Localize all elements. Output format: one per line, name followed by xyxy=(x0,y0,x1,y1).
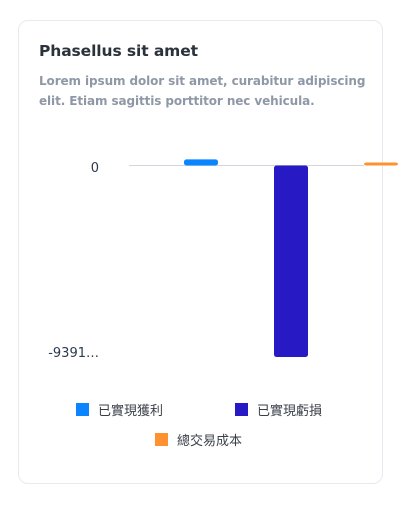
legend-label-realized-loss: 已實現虧損 xyxy=(257,403,322,419)
legend-swatch-realized-loss xyxy=(235,403,248,416)
legend-swatch-total-cost xyxy=(155,433,168,446)
card-subtitle: Lorem ipsum dolor sit amet, curabitur ad… xyxy=(39,74,366,108)
bar-1 xyxy=(184,159,218,166)
y-tick-label-min: -9391… xyxy=(48,346,99,361)
y-tick-label-zero: 0 xyxy=(91,161,99,176)
bar-2 xyxy=(274,165,308,357)
card-title: Phasellus sit amet xyxy=(39,42,198,60)
bar-3 xyxy=(364,162,398,166)
legend-swatch-realized-profit xyxy=(76,403,89,416)
legend-label-realized-profit: 已實現獲利 xyxy=(98,403,163,419)
legend-label-total-cost: 總交易成本 xyxy=(177,433,242,449)
